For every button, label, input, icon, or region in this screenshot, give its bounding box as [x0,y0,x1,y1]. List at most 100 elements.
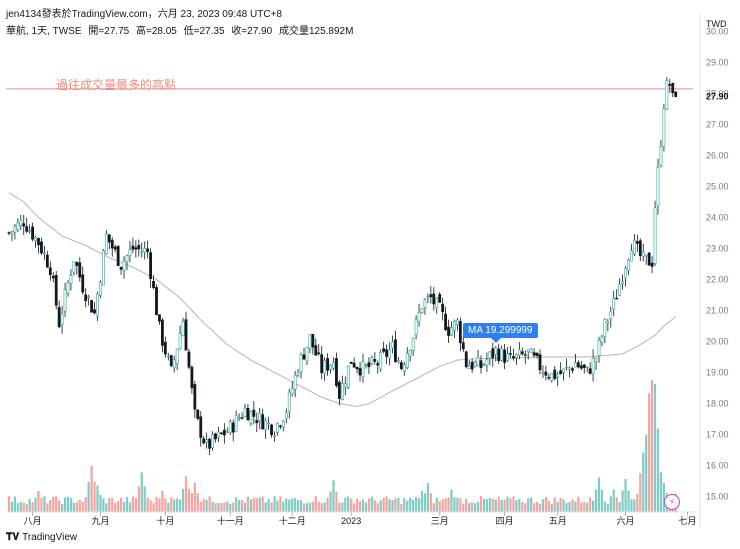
candle [415,319,417,335]
y-tick-label: 24.00 [706,213,729,223]
volume-bar [76,502,78,512]
candle [394,340,396,362]
candle [309,335,311,349]
candle [344,383,346,387]
volume-bar [244,502,246,512]
y-tick-label: 25.00 [706,182,729,192]
volume-bar [282,501,284,512]
candle [161,320,163,345]
volume-bar [34,498,36,512]
candle [663,109,665,147]
volume-bar [477,502,479,512]
candle [477,358,479,366]
volume-bar [583,502,585,512]
candle [117,246,119,265]
y-tick-label: 23.00 [706,244,729,254]
candle [439,294,441,302]
volume-bar [362,500,364,512]
candle [421,309,423,313]
volume-bar [37,491,39,512]
candle [206,440,208,442]
candle [194,384,196,409]
candle [557,374,559,377]
candle [442,304,444,312]
candle [592,358,594,373]
candle [197,410,199,419]
candle [93,310,95,313]
candle [574,363,576,367]
volume-bar [471,502,473,512]
volume-bar [329,491,331,512]
volume-bar [138,486,140,512]
candle [167,356,169,357]
candle [20,220,22,225]
volume-bar [442,499,444,512]
candle [568,367,570,369]
candle [102,251,104,286]
candle [397,361,399,363]
volume-bar [518,499,520,512]
candle [616,298,618,299]
volume-bar [335,491,337,512]
volume-bar [285,499,287,512]
candle [630,251,632,262]
candle [88,297,90,298]
candle [144,248,146,252]
volume-bar [545,497,547,512]
candle [560,371,562,374]
volume-bar [276,500,278,512]
volume-bar [539,504,541,512]
candle [427,297,429,298]
volume-bar [495,500,497,512]
candle [14,227,16,233]
volume-bar [338,502,340,512]
candle [85,295,87,301]
candle [235,415,237,431]
volume-bar [521,502,523,512]
volume-bar [453,497,455,512]
candle [433,294,435,304]
last-price-label: 27.90 [706,92,729,102]
candle [521,352,523,354]
candle [657,167,659,206]
candle [288,392,290,411]
candle [642,253,644,257]
volume-bar [26,504,28,512]
volume-bar [409,498,411,512]
volume-bar [123,502,125,512]
volume-bar [46,503,48,512]
volume-bar [197,493,199,512]
candle [17,223,19,230]
volume-bar [548,501,550,512]
candle [40,242,42,253]
volume-bar [188,489,190,512]
candle [211,434,213,447]
volume-bar [601,490,603,512]
candle [158,315,160,322]
volume-bar [129,503,131,512]
volume-bar [353,503,355,512]
volume-bar [114,503,116,512]
candle [8,233,10,234]
volume-bar [147,498,149,512]
volume-bar [88,482,90,512]
volume-bar [185,476,187,512]
candle [46,255,48,267]
candle [347,366,349,387]
volume-bar [214,503,216,512]
volume-bar [415,497,417,512]
candle [518,350,520,356]
candle [610,312,612,319]
candle [229,422,231,433]
volume-bar [32,502,34,512]
volume-bar [29,499,31,512]
flash-icon[interactable]: ⚡ [664,494,680,510]
volume-bar [356,499,358,512]
candle [356,367,358,369]
candle [176,349,178,363]
volume-bar [406,501,408,512]
volume-bar [586,503,588,512]
volume-bar [300,500,302,512]
volume-bar [533,503,535,512]
candle [214,434,216,439]
